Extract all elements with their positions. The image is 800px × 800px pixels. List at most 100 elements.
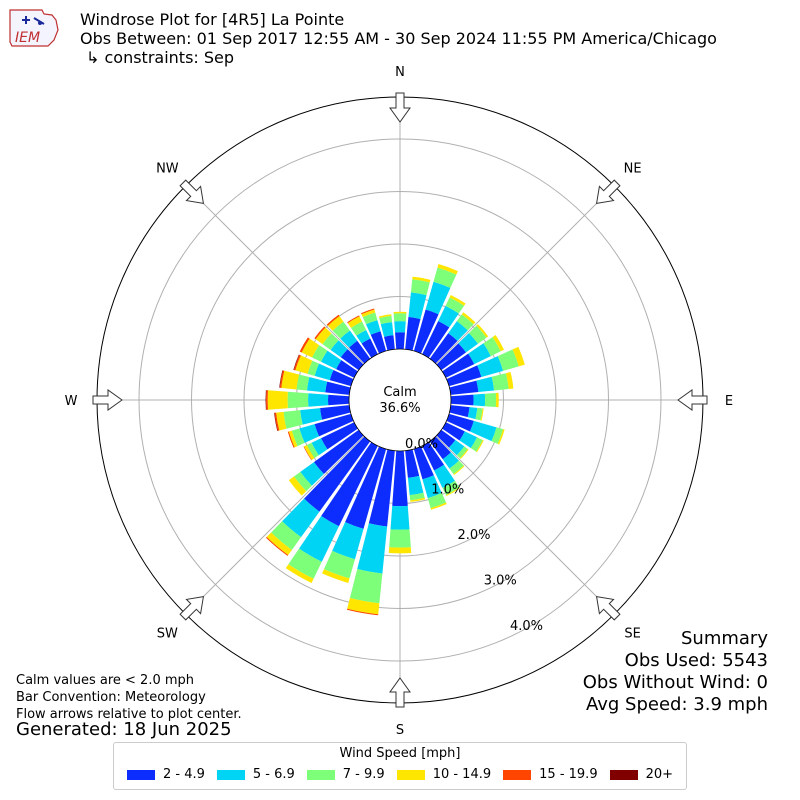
legend-item: 7 - 9.9 <box>306 767 385 782</box>
windrose-bar <box>379 315 393 325</box>
windrose-bar <box>430 502 447 510</box>
direction-label: N <box>395 65 405 80</box>
windrose-bar <box>362 312 378 325</box>
windrose-bar <box>461 312 476 325</box>
windrose-bar <box>384 335 395 351</box>
windrose-bar <box>410 279 430 296</box>
windrose-bar <box>480 408 484 421</box>
obs-without-wind: Obs Without Wind: 0 <box>582 672 768 693</box>
windrose-bar <box>422 475 442 499</box>
windrose-bar <box>281 370 300 390</box>
windrose-bar <box>306 442 319 459</box>
windrose-bar <box>445 297 465 314</box>
windrose-bar <box>491 427 504 444</box>
windrose-bar <box>425 281 451 315</box>
grid-spoke <box>185 185 365 365</box>
windrose-bar <box>345 446 387 529</box>
windrose-bar <box>446 365 482 387</box>
windrose-bar <box>299 337 310 353</box>
iem-logo: IEM <box>9 9 59 47</box>
windrose-bar <box>473 393 486 407</box>
windrose-bar <box>285 564 314 583</box>
windrose-bar <box>300 462 324 486</box>
windrose-bar <box>361 308 375 315</box>
windrose-bar <box>476 440 484 453</box>
windrose-bar <box>491 373 509 391</box>
title-line-3: ↳ constraints: Sep <box>86 48 235 67</box>
legend-swatch <box>216 769 245 780</box>
windrose-bar <box>271 521 302 550</box>
windrose-bar <box>266 390 268 410</box>
windrose-bar <box>437 264 458 275</box>
direction-label: NW <box>156 161 179 176</box>
windrose-bar <box>468 325 487 344</box>
calm-label: Calm <box>383 385 416 400</box>
windrose-bar <box>468 343 491 365</box>
legend-item: 2 - 4.9 <box>126 767 205 782</box>
note-arrows: Flow arrows relative to plot center. <box>16 707 242 722</box>
windrose-bar <box>410 497 426 502</box>
note-calm: Calm values are < 2.0 mph <box>16 673 195 688</box>
flow-arrow-icon <box>179 179 205 205</box>
windrose-bar <box>458 332 478 353</box>
windrose-bar <box>265 537 289 556</box>
windrose-bar <box>412 276 431 283</box>
windrose-bar <box>436 343 467 371</box>
windrose-bar <box>291 428 305 447</box>
legend-label: 7 - 9.9 <box>342 767 385 782</box>
windrose-bar <box>445 487 460 497</box>
windrose-bar <box>312 345 328 362</box>
windrose-bar <box>405 449 420 478</box>
windrose-bar <box>370 331 387 354</box>
windrose-bar <box>296 374 310 391</box>
windrose-bar <box>449 405 470 418</box>
windrose-bar <box>267 390 288 410</box>
windrose-bar <box>392 450 408 507</box>
windrose-bar <box>389 529 411 548</box>
direction-label: NE <box>624 161 642 176</box>
windrose-bar <box>442 353 475 378</box>
windrose-bar <box>361 309 376 318</box>
grid-spoke <box>435 435 615 615</box>
logo-text: IEM <box>15 30 40 46</box>
windrose-bar <box>429 436 451 460</box>
ring-label: 4.0% <box>510 619 543 634</box>
windrose-bar <box>476 376 495 393</box>
windrose-bar <box>301 338 320 358</box>
windrose-bar <box>303 446 312 461</box>
title-line-1: Windrose Plot for [4R5] La Pointe <box>80 10 345 29</box>
windrose-bar <box>287 431 295 448</box>
windrose-bar <box>448 439 465 456</box>
windrose-bar <box>350 321 367 336</box>
windrose-bar <box>283 410 303 429</box>
legend-label: 5 - 6.9 <box>252 767 295 782</box>
windrose-bar <box>450 394 474 406</box>
windrose-bar <box>448 321 468 341</box>
windrose-bar <box>320 350 342 370</box>
windrose-bar <box>456 314 474 331</box>
windrose-bar <box>347 316 363 328</box>
windrose-bar <box>393 311 407 314</box>
windrose-bar <box>288 430 298 448</box>
legend-swatch <box>126 769 155 780</box>
windrose-bar <box>329 370 354 387</box>
windrose-bar <box>388 547 412 554</box>
windrose-bar <box>497 349 519 371</box>
legend-label: 15 - 19.9 <box>539 767 598 782</box>
windrose-bar <box>378 314 392 318</box>
legend-label: 20+ <box>645 767 674 782</box>
title-line-2: Obs Between: 01 Sep 2017 12:55 AM - 30 S… <box>80 29 717 48</box>
flow-arrow-icon <box>677 389 708 411</box>
ring-label: 3.0% <box>484 574 517 589</box>
grid-spoke <box>185 435 365 615</box>
windrose-bar <box>274 412 278 432</box>
windrose-bar <box>477 356 504 377</box>
flow-arrow-icon <box>389 92 411 123</box>
windrose-bar <box>315 327 332 345</box>
windrose-bar <box>276 411 287 431</box>
windrose-bar <box>313 429 364 474</box>
flow-arrow-icon <box>389 677 411 708</box>
legend-items: 2 - 4.9 5 - 6.9 7 - 9.9 10 - 14.9 15 - 19.9 2… <box>114 767 686 782</box>
windrose-bar <box>288 548 322 579</box>
chart-title: Windrose Plot for [4R5] La Pointe Obs Be… <box>80 10 717 67</box>
